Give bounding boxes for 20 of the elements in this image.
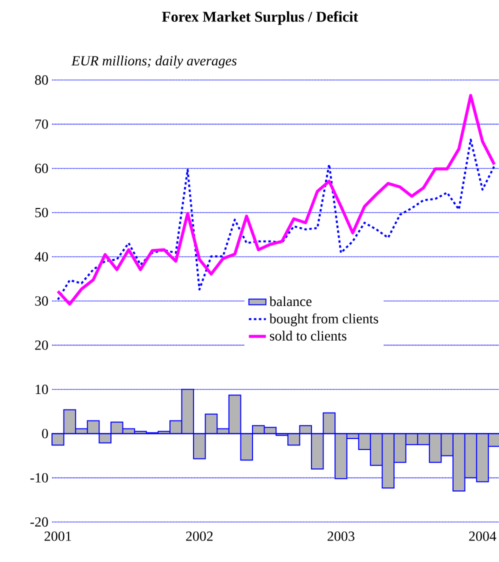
chart-subtitle: EUR millions; daily averages	[71, 56, 237, 68]
y-tick-label: 40	[34, 252, 48, 262]
y-tick-label: 0	[42, 428, 48, 438]
y-tick-label: 50	[35, 208, 48, 218]
x-tick-label: 2002	[186, 532, 213, 541]
y-tick-label: 70	[35, 119, 48, 129]
y-tick-label: 80	[35, 75, 48, 85]
legend-label: balance	[269, 296, 312, 306]
y-tick-label: 20	[35, 340, 48, 350]
x-tick-label: 2003	[328, 532, 354, 541]
chart-title: Forex Market Surplus / Deficit	[162, 11, 358, 25]
y-tick-label: 60	[35, 164, 48, 174]
legend-label: sold to clients	[270, 330, 346, 341]
y-tick-label: 10	[36, 384, 48, 394]
x-tick-label: 2001	[44, 532, 72, 541]
y-tick-label: 30	[35, 296, 48, 306]
x-tick-label: 2004	[469, 532, 496, 541]
y-tick-label: -10	[30, 473, 48, 482]
legend-label: bought from clients	[269, 313, 378, 326]
y-tick-label: -20	[30, 517, 48, 527]
